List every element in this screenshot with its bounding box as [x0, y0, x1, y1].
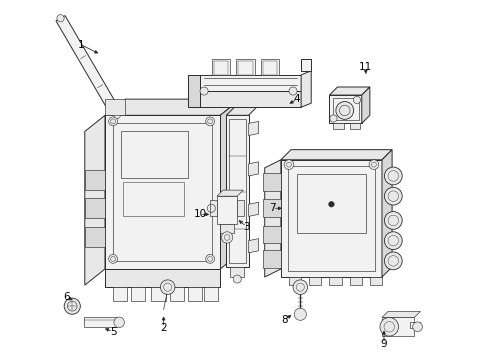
Polygon shape	[264, 160, 280, 277]
Circle shape	[328, 202, 334, 207]
Circle shape	[205, 117, 214, 126]
Polygon shape	[200, 91, 301, 107]
Polygon shape	[262, 250, 280, 268]
Circle shape	[384, 167, 401, 185]
Polygon shape	[84, 170, 105, 190]
Polygon shape	[187, 75, 200, 107]
Polygon shape	[248, 202, 258, 216]
Circle shape	[200, 87, 208, 95]
Polygon shape	[262, 226, 280, 243]
Polygon shape	[217, 196, 237, 225]
Polygon shape	[237, 200, 244, 216]
Polygon shape	[230, 267, 244, 277]
Polygon shape	[262, 173, 280, 191]
Circle shape	[379, 318, 398, 336]
Text: 9: 9	[380, 339, 386, 349]
Polygon shape	[301, 71, 310, 107]
Polygon shape	[329, 95, 361, 123]
Circle shape	[284, 160, 293, 170]
Polygon shape	[349, 123, 359, 130]
Polygon shape	[248, 162, 258, 176]
Polygon shape	[349, 277, 361, 285]
Circle shape	[292, 280, 307, 294]
Circle shape	[57, 15, 64, 22]
Polygon shape	[84, 226, 105, 247]
Circle shape	[329, 115, 336, 122]
Text: 10: 10	[193, 210, 206, 219]
Polygon shape	[329, 277, 341, 285]
Polygon shape	[131, 287, 145, 301]
Circle shape	[108, 117, 117, 126]
Polygon shape	[381, 311, 420, 318]
Polygon shape	[83, 318, 117, 327]
Polygon shape	[409, 321, 420, 328]
Polygon shape	[280, 150, 391, 160]
Polygon shape	[105, 115, 220, 269]
Circle shape	[64, 298, 80, 314]
Text: 3: 3	[243, 221, 249, 231]
Circle shape	[233, 275, 241, 283]
Circle shape	[335, 102, 353, 120]
Polygon shape	[248, 239, 258, 253]
Circle shape	[160, 280, 175, 294]
Polygon shape	[220, 99, 240, 269]
Circle shape	[108, 255, 117, 263]
Polygon shape	[329, 87, 369, 95]
Polygon shape	[187, 287, 202, 301]
Circle shape	[384, 252, 401, 270]
Circle shape	[288, 87, 296, 95]
Circle shape	[205, 255, 214, 263]
Polygon shape	[84, 115, 105, 285]
Polygon shape	[105, 99, 125, 115]
Polygon shape	[220, 225, 234, 233]
Text: 6: 6	[63, 292, 70, 302]
Text: 11: 11	[359, 62, 372, 72]
Polygon shape	[301, 59, 310, 71]
Text: 1: 1	[77, 40, 84, 50]
Polygon shape	[113, 287, 127, 301]
Polygon shape	[369, 277, 381, 285]
Polygon shape	[248, 121, 258, 135]
Polygon shape	[361, 87, 369, 123]
Polygon shape	[217, 190, 243, 196]
Text: 2: 2	[160, 323, 166, 333]
Text: 4: 4	[293, 94, 300, 104]
Circle shape	[114, 317, 124, 328]
Circle shape	[412, 322, 422, 332]
Polygon shape	[381, 150, 391, 277]
Circle shape	[221, 232, 232, 243]
Polygon shape	[203, 287, 218, 301]
Circle shape	[384, 212, 401, 229]
Polygon shape	[381, 318, 413, 336]
Circle shape	[294, 308, 306, 320]
Polygon shape	[236, 59, 254, 75]
Text: 5: 5	[109, 327, 116, 337]
Polygon shape	[105, 99, 240, 115]
Polygon shape	[212, 59, 230, 75]
Polygon shape	[169, 287, 183, 301]
Text: 8: 8	[281, 315, 287, 324]
Text: 7: 7	[269, 203, 276, 213]
Polygon shape	[333, 123, 343, 130]
Polygon shape	[151, 287, 165, 301]
Polygon shape	[260, 59, 278, 75]
Circle shape	[352, 96, 360, 104]
Polygon shape	[56, 15, 122, 118]
Circle shape	[114, 112, 120, 118]
Circle shape	[368, 160, 378, 170]
Polygon shape	[226, 115, 248, 267]
Polygon shape	[210, 200, 217, 216]
Polygon shape	[84, 198, 105, 219]
Polygon shape	[308, 277, 321, 285]
Polygon shape	[288, 277, 301, 285]
Polygon shape	[105, 269, 220, 287]
Polygon shape	[280, 160, 381, 277]
Polygon shape	[200, 75, 301, 91]
Circle shape	[384, 232, 401, 249]
Circle shape	[384, 187, 401, 205]
Polygon shape	[262, 199, 280, 217]
Polygon shape	[226, 105, 258, 115]
